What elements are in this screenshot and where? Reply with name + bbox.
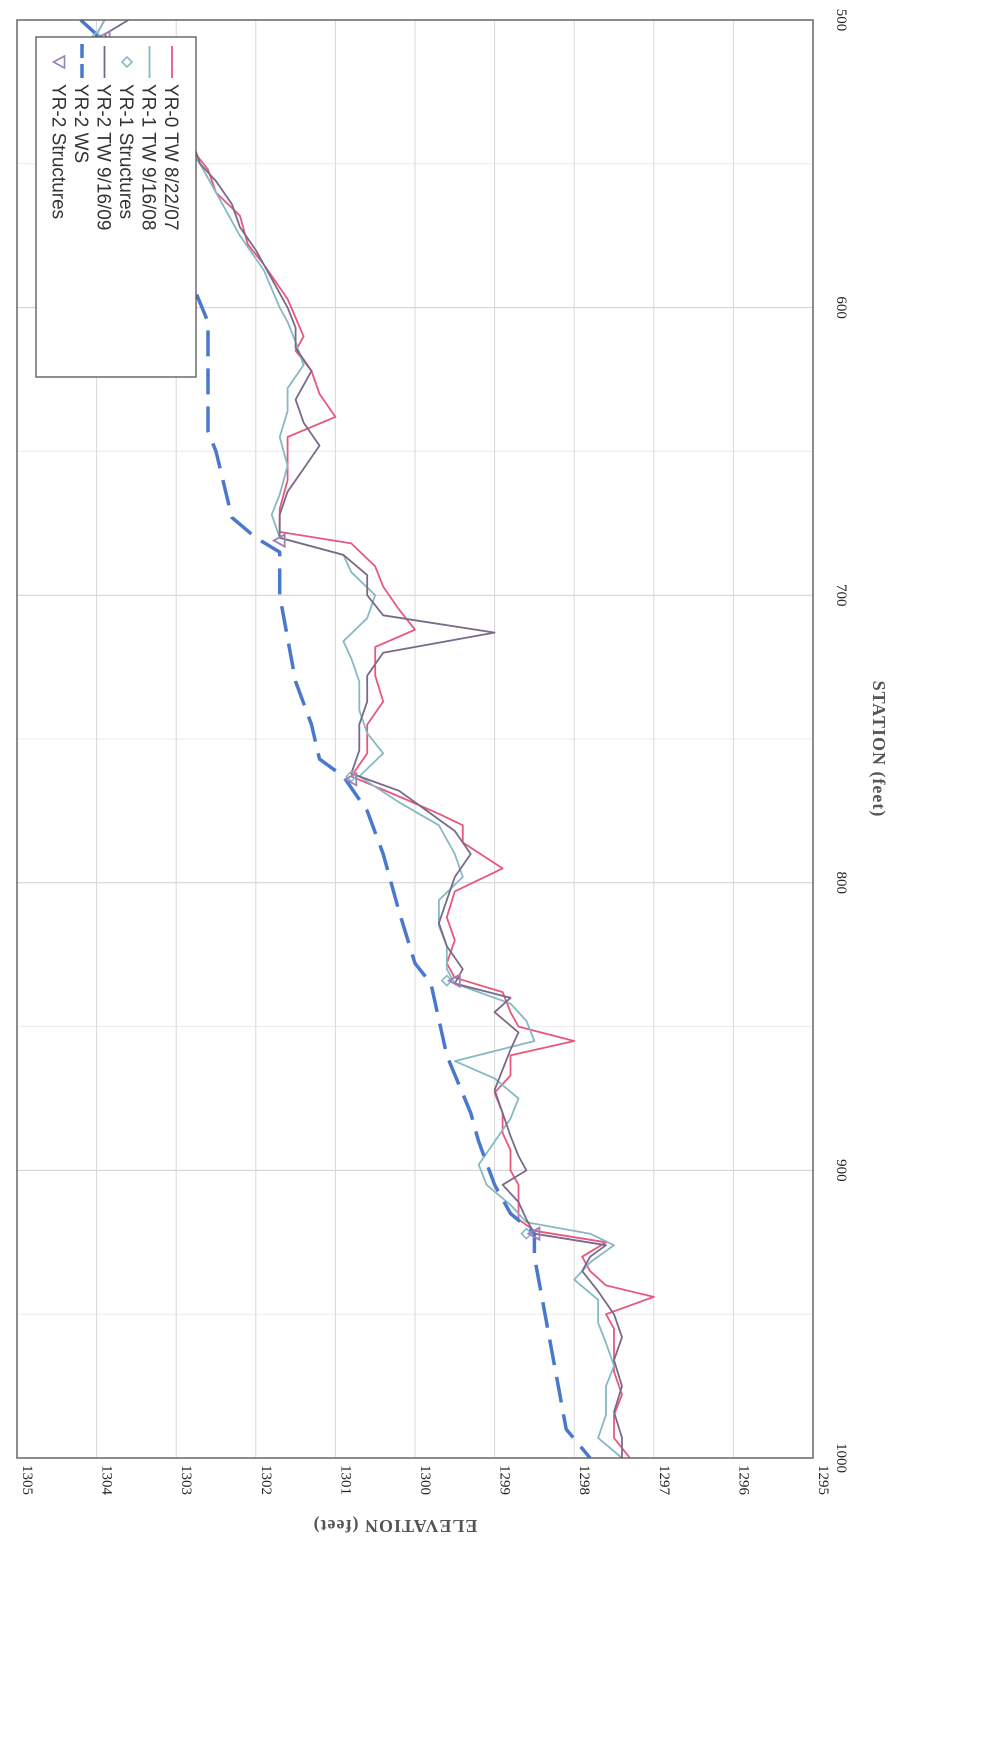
elevation-tick-label: 1299 bbox=[497, 1465, 513, 1495]
series-line-2 bbox=[103, 19, 623, 1458]
station-tick-label: 500 bbox=[833, 9, 849, 32]
legend-label: YR-1 Structures bbox=[115, 84, 136, 219]
station-tick-label: 600 bbox=[833, 296, 849, 319]
legend-label: YR-1 TW 9/16/08 bbox=[138, 84, 159, 230]
elevation-tick-label: 1303 bbox=[178, 1465, 194, 1495]
x-axis-title: STATION (feet) bbox=[868, 681, 889, 818]
elevation-tick-label: 1297 bbox=[656, 1465, 672, 1496]
station-tick-label: 900 bbox=[833, 1159, 849, 1182]
elevation-tick-label: 1295 bbox=[815, 1465, 831, 1495]
legend-label: YR-2 WS bbox=[70, 84, 91, 163]
elevation-tick-label: 1296 bbox=[735, 1465, 751, 1496]
legend-swatch-triangle bbox=[51, 54, 66, 70]
structure-marker-triangle bbox=[343, 771, 358, 787]
elevation-tick-label: 1302 bbox=[258, 1465, 274, 1495]
structure-marker-triangle bbox=[446, 973, 461, 989]
elevation-tick-label: 1300 bbox=[417, 1465, 433, 1495]
elevation-tick-label: 1304 bbox=[99, 1465, 115, 1496]
elevation-tick-label: 1298 bbox=[576, 1465, 592, 1495]
station-tick-label: 700 bbox=[833, 584, 849, 607]
series-line-3 bbox=[79, 18, 592, 1460]
elevation-tick-label: 1301 bbox=[337, 1465, 353, 1495]
legend-swatch-diamond bbox=[120, 55, 134, 69]
legend-label: YR-2 Structures bbox=[48, 84, 69, 219]
legend-box bbox=[35, 36, 197, 378]
structure-marker-diamond bbox=[520, 1227, 533, 1240]
structure-marker-triangle bbox=[271, 533, 286, 549]
series-layer bbox=[79, 18, 655, 1460]
structure-marker-triangle bbox=[526, 1226, 541, 1242]
legend-label: YR-2 TW 9/16/09 bbox=[93, 84, 114, 230]
station-tick-label: 1000 bbox=[833, 1443, 849, 1473]
plot-area-border bbox=[16, 19, 814, 1459]
structure-marker-diamond bbox=[440, 974, 453, 987]
y-axis-title: ELEVATION (feet) bbox=[313, 1515, 478, 1536]
series-line-0 bbox=[95, 19, 655, 1459]
elevation-tick-label: 1305 bbox=[19, 1465, 35, 1495]
station-tick-label: 800 bbox=[833, 872, 849, 895]
series-line-1 bbox=[95, 19, 623, 1459]
legend-label: YR-0 TW 8/22/07 bbox=[160, 84, 181, 230]
